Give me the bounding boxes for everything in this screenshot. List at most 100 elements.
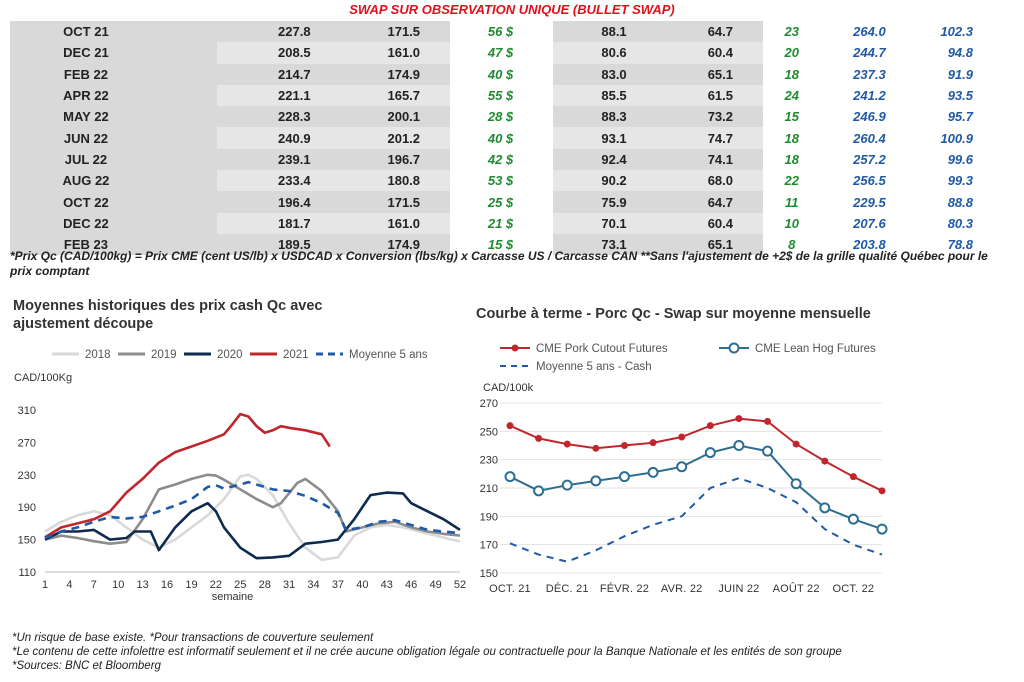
table-cell: 23 xyxy=(784,24,799,40)
table-cell-month: APR 22 xyxy=(10,84,217,107)
x-tick-label: 13 xyxy=(137,579,149,591)
table-cell: 22 xyxy=(784,173,799,189)
table-row: JUL 22 239.1 196.7 42 $ 92.4 74.1 18 257.2 99.6 xyxy=(10,148,995,171)
y-tick-label: 230 xyxy=(480,455,498,467)
table-cell: 80.3 xyxy=(947,215,973,231)
table-cell-month: OCT 22 xyxy=(10,191,217,213)
table-row: FEB 23 189.5 174.9 15 $ 73.1 65.1 8 203.8 78.8 xyxy=(10,233,995,256)
table-row: JUN 22 240.9 201.2 40 $ 93.1 74.7 18 260.4 100.9 xyxy=(10,127,995,149)
table-cell: 189.5 xyxy=(216,233,341,256)
table-cell: 85.5 xyxy=(553,84,657,107)
table-cell: 208.5 xyxy=(216,42,341,64)
y-axis-label: CAD/100k xyxy=(483,382,534,394)
x-tick-label: FÉVR. 22 xyxy=(600,582,649,595)
table-cell: 100.9 xyxy=(940,130,973,146)
table-row: OCT 21 227.8 171.5 56 $ 88.1 64.7 23 264.0 102.3 xyxy=(10,21,995,43)
y-tick-label: 310 xyxy=(18,405,36,417)
data-point xyxy=(735,415,743,423)
table-cell: 239.1 xyxy=(216,148,341,171)
table-cell: 102.3 xyxy=(940,24,973,40)
y-tick-label: 190 xyxy=(18,502,36,514)
table-cell: 200.1 xyxy=(340,106,451,128)
data-point xyxy=(649,439,657,447)
data-point xyxy=(733,440,745,451)
data-point xyxy=(620,442,628,449)
legend-label: Moyenne 5 ans xyxy=(349,349,428,361)
table-cell: 95.7 xyxy=(947,109,973,125)
x-axis-label: semaine xyxy=(212,591,254,603)
table-cell: 93.1 xyxy=(553,127,657,149)
y-tick-label: 170 xyxy=(480,540,498,552)
table-cell: 42 $ xyxy=(487,151,514,167)
x-tick-label: 19 xyxy=(185,579,197,591)
x-tick-label: 4 xyxy=(66,579,72,591)
x-tick-label: 22 xyxy=(210,579,222,591)
table-cell: 180.8 xyxy=(340,170,451,192)
x-tick-label: 31 xyxy=(283,579,295,591)
y-tick-label: 230 xyxy=(18,470,36,482)
legend-marker xyxy=(728,342,740,354)
y-tick-label: 270 xyxy=(480,398,498,410)
table-cell: 24 xyxy=(784,88,799,104)
table-cell-month: JUL 22 xyxy=(10,148,217,171)
table-cell: 40 $ xyxy=(487,130,514,146)
data-point xyxy=(647,466,659,478)
table-cell: 88.8 xyxy=(947,194,973,210)
legend-label: 2021 xyxy=(283,349,309,361)
table-cell: 11 xyxy=(784,194,799,210)
table-cell: 21 $ xyxy=(487,215,514,231)
data-point xyxy=(878,487,886,495)
x-tick-label: 37 xyxy=(332,579,344,591)
table-row: DEC 21 208.5 161.0 47 $ 80.6 60.4 20 244.7 94.8 xyxy=(10,42,995,64)
table-cell: 60.4 xyxy=(656,212,764,234)
data-point xyxy=(592,444,600,452)
table-cell: 73.1 xyxy=(553,233,657,256)
table-cell: 221.1 xyxy=(216,84,341,107)
x-tick-label: 28 xyxy=(259,579,271,591)
table-cell: 15 $ xyxy=(487,237,514,253)
table-cell: 56 $ xyxy=(487,24,514,40)
table-cell: 83.0 xyxy=(553,63,657,85)
legend-label: 2020 xyxy=(217,349,243,361)
data-point xyxy=(821,457,829,465)
y-tick-label: 110 xyxy=(18,567,36,579)
table-cell: 264.0 xyxy=(853,24,886,40)
x-tick-label: 16 xyxy=(161,579,173,591)
series-line xyxy=(44,480,461,540)
table-cell: 55 $ xyxy=(487,88,514,104)
table-cell: 174.9 xyxy=(340,63,451,85)
table-cell-month: DEC 22 xyxy=(10,212,217,234)
table-cell: 240.9 xyxy=(216,127,341,149)
table-cell: 68.0 xyxy=(656,170,764,192)
table-cell: 65.1 xyxy=(656,233,764,256)
x-tick-label: AOÛT 22 xyxy=(773,582,820,595)
table-row: APR 22 221.1 165.7 55 $ 85.5 61.5 24 241.2 93.5 xyxy=(10,84,995,107)
data-point xyxy=(790,478,802,490)
x-tick-label: OCT. 22 xyxy=(833,583,875,595)
table-cell: 88.1 xyxy=(553,21,657,43)
data-point xyxy=(849,473,857,481)
table-cell: 78.8 xyxy=(947,237,973,253)
y-axis-label: CAD/100Kg xyxy=(14,372,72,384)
table-cell: 196.7 xyxy=(340,148,451,171)
right-chart-title: Courbe à terme - Porc Qc - Swap sur moye… xyxy=(476,306,871,322)
legend-label: CME Pork Cutout Futures xyxy=(536,343,668,355)
table-cell: 171.5 xyxy=(340,191,451,213)
table-cell: 75.9 xyxy=(553,191,657,213)
x-tick-label: 40 xyxy=(356,579,368,591)
table-cell: 174.9 xyxy=(340,233,451,256)
table-cell: 161.0 xyxy=(340,42,451,64)
table-row: AUG 22 233.4 180.8 53 $ 90.2 68.0 22 256.5 99.3 xyxy=(10,170,995,192)
table-cell-month: FEB 23 xyxy=(10,233,217,256)
table-cell: 40 $ xyxy=(487,66,514,82)
x-tick-label: JUIN 22 xyxy=(718,583,759,595)
table-cell: 64.7 xyxy=(656,191,764,213)
data-point xyxy=(819,502,831,514)
table-row: DEC 22 181.7 161.0 21 $ 70.1 60.4 10 207.6 80.3 xyxy=(10,212,995,234)
left-chart: 2018 2019 2020 2021 Moyenne 5 ansCAD/100Kg11… xyxy=(14,349,466,603)
table-cell: 74.7 xyxy=(656,127,764,149)
x-tick-label: 7 xyxy=(91,579,97,591)
table-cell: 74.1 xyxy=(656,148,764,171)
series-line xyxy=(509,417,883,492)
series-line xyxy=(44,412,331,539)
